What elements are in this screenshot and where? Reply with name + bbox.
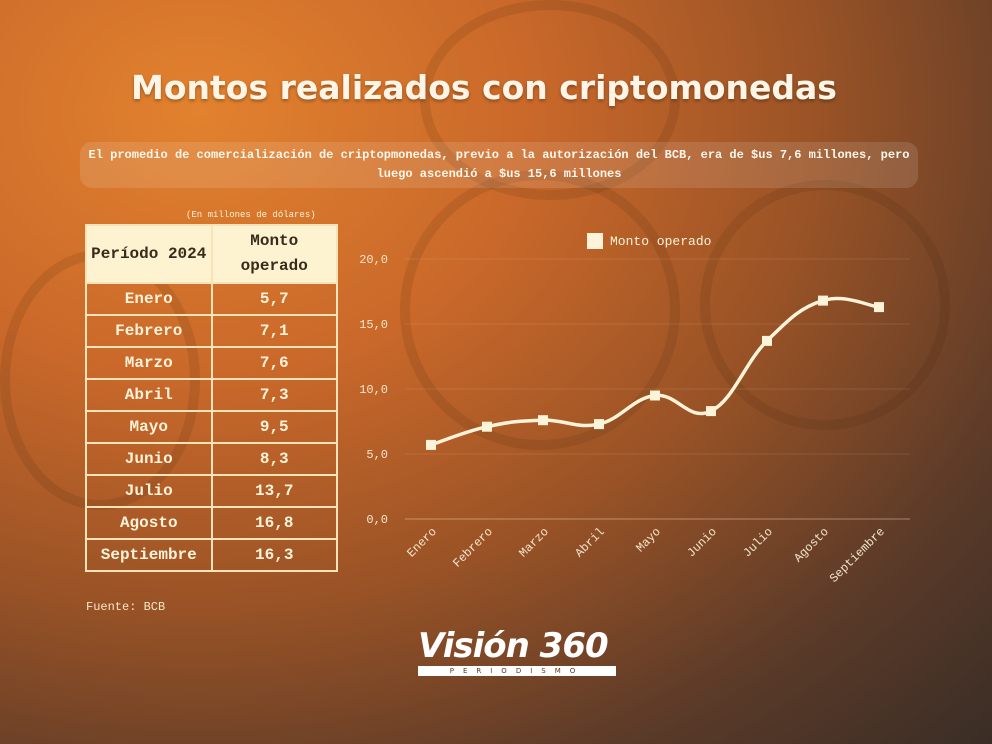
x-tick-label: Septiembre	[827, 525, 888, 586]
y-tick-label: 10,0	[359, 383, 388, 397]
data-point	[594, 419, 604, 430]
month-cell: Agosto	[85, 506, 213, 540]
x-tick-label: Agosto	[791, 525, 831, 565]
month-cell: Abril	[85, 378, 213, 412]
x-tick-label: Marzo	[516, 525, 551, 560]
y-tick-label: 15,0	[359, 318, 388, 332]
month-cell: Julio	[85, 474, 213, 508]
series-line	[430, 296, 880, 447]
data-point	[706, 406, 716, 417]
amount-cell: 13,7	[210, 474, 338, 508]
data-point	[762, 335, 772, 346]
table-row: Abril 7,3	[85, 378, 338, 412]
x-tick-label: Junio	[684, 525, 719, 560]
amount-cell: 5,7	[210, 282, 338, 316]
source-note: Fuente: BCB	[86, 600, 166, 614]
data-point	[538, 415, 548, 426]
data-point	[426, 439, 436, 450]
page-title: Montos realizados con criptomonedas	[131, 68, 837, 107]
table-row: Agosto 16,8	[85, 506, 338, 540]
background-coin	[700, 180, 950, 430]
month-cell: Mayo	[85, 410, 213, 444]
header-amount: Monto operado	[210, 224, 338, 284]
logo-tagline: PERIODISMO GLOBAL	[418, 666, 616, 676]
amount-cell: 7,3	[210, 378, 338, 412]
x-tick-label: Abril	[572, 525, 607, 560]
x-tick-label: Febrero	[450, 525, 496, 571]
table-row: Septiembre 16,3	[85, 538, 338, 572]
month-cell: Febrero	[85, 314, 213, 348]
data-point	[650, 390, 660, 401]
background-coin	[400, 170, 680, 450]
logo: Visión 360 PERIODISMO GLOBAL	[418, 628, 616, 676]
data-point	[874, 302, 884, 313]
table-row: Julio 13,7	[85, 474, 338, 508]
subtitle: El promedio de comercialización de cript…	[80, 142, 918, 188]
amount-cell: 16,8	[210, 506, 338, 540]
legend-swatch	[587, 233, 603, 249]
y-tick-label: 5,0	[366, 448, 388, 462]
table-row: Mayo 9,5	[85, 410, 338, 444]
table-row: Enero 5,7	[85, 282, 338, 316]
month-cell: Enero	[85, 282, 213, 316]
month-cell: Junio	[85, 442, 213, 476]
data-table: Período 2024 Monto operado Enero 5,7 Febre…	[85, 224, 338, 572]
units-note: (En millones de dólares)	[186, 210, 316, 220]
table-row: Junio 8,3	[85, 442, 338, 476]
header-period: Período 2024	[85, 224, 213, 284]
x-tick-label: Julio	[740, 525, 775, 560]
amount-cell: 7,1	[210, 314, 338, 348]
legend-label: Monto operado	[610, 234, 711, 249]
data-point	[482, 421, 492, 432]
line-chart: 0,0 5,0 10,0 15,0 20,0 Enero Febrero Marzo Abril…	[359, 233, 910, 586]
x-tick-label: Enero	[404, 525, 439, 560]
data-point	[818, 295, 828, 306]
table-row: Febrero 7,1	[85, 314, 338, 348]
amount-cell: 9,5	[210, 410, 338, 444]
logo-text: Visión 360	[418, 626, 609, 666]
x-tick-label: Mayo	[634, 525, 664, 555]
month-cell: Marzo	[85, 346, 213, 380]
amount-cell: 16,3	[210, 538, 338, 572]
amount-cell: 7,6	[210, 346, 338, 380]
y-tick-label: 0,0	[366, 513, 388, 527]
amount-cell: 8,3	[210, 442, 338, 476]
y-tick-label: 20,0	[359, 253, 388, 267]
month-cell: Septiembre	[85, 538, 213, 572]
table-row: Marzo 7,6	[85, 346, 338, 380]
